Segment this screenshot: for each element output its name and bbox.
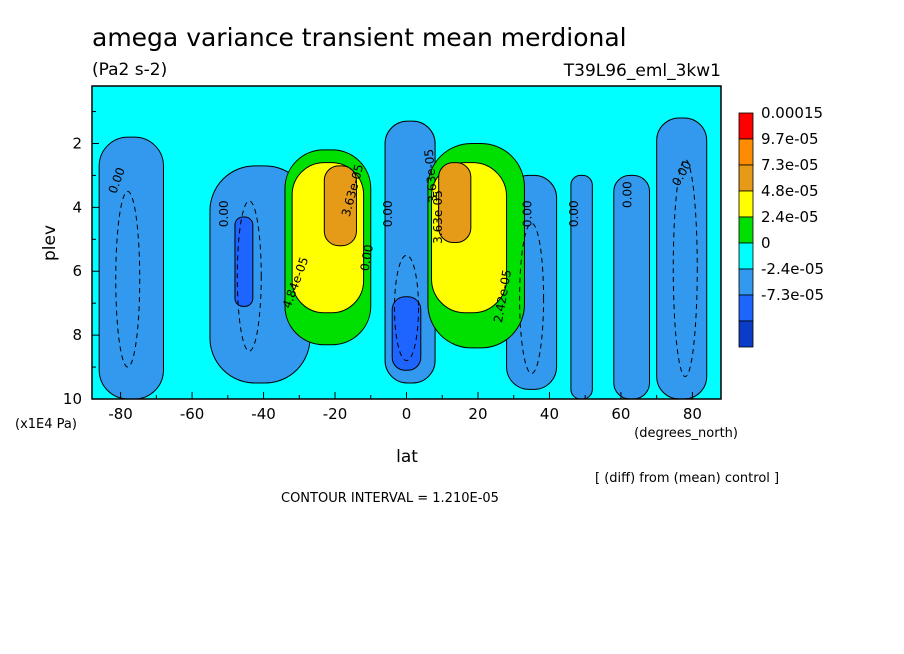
contour-label: 0.00 [381, 200, 395, 227]
contour-region [234, 216, 254, 307]
y-tick-label: 8 [72, 326, 82, 344]
run-id-label: T39L96_eml_3kw1 [563, 61, 721, 81]
legend-label: 7.3e-05 [761, 156, 819, 174]
legend-swatch [738, 112, 754, 140]
legend-swatch [738, 268, 754, 296]
contour-label: 3.63e-05 [431, 190, 445, 244]
dashed-contour-line [394, 254, 419, 362]
legend-label: -7.3e-05 [761, 286, 824, 304]
legend-label: 0.00015 [761, 104, 823, 122]
y-tick-label: 10 [63, 390, 82, 408]
x-tick-label: 20 [468, 405, 487, 423]
x-axis-label: lat [396, 447, 418, 467]
legend-swatch [738, 138, 754, 166]
contour-label: 0.00 [567, 200, 581, 227]
x-tick-label: -80 [108, 405, 133, 423]
contour-region [391, 296, 422, 371]
legend-label: 9.7e-05 [761, 130, 819, 148]
chart-title: amega variance transient mean merdional [92, 23, 627, 52]
legend-swatch [738, 216, 754, 244]
legend-swatch [738, 242, 754, 270]
legend-label: -2.4e-05 [761, 260, 824, 278]
legend-swatch [738, 320, 754, 348]
contour-label: 0.00 [217, 200, 231, 227]
y-tick-label: 2 [72, 134, 82, 152]
plot-area [92, 86, 721, 400]
y-axis: 2 4 6 8 10 [63, 111, 99, 408]
x-tick-label: 60 [611, 405, 630, 423]
contour-region [98, 136, 164, 400]
y-axis-label: plev [40, 225, 60, 261]
x-tick-label: -20 [323, 405, 348, 423]
x-axis-unit: (degrees_north) [634, 426, 738, 441]
y-tick-label: 6 [72, 262, 82, 280]
legend-label: 4.8e-05 [761, 182, 819, 200]
x-axis: -80 -60 -40 -20 0 20 40 60 80 [108, 392, 702, 423]
x-tick-label: 0 [402, 405, 412, 423]
y-axis-unit: (x1E4 Pa) [15, 417, 77, 432]
dashed-contour-line [115, 190, 141, 368]
diff-note: [ (diff) from (mean) control ] [595, 471, 779, 486]
dashed-contour-line [236, 200, 262, 352]
contour-label: 0.00 [358, 243, 376, 272]
dashed-contour-line [672, 158, 698, 378]
legend-swatch [738, 164, 754, 192]
legend-swatch [738, 190, 754, 218]
x-tick-label: 40 [540, 405, 559, 423]
chart-units: (Pa2 s-2) [92, 60, 167, 80]
contour-interval-label: CONTOUR INTERVAL = 1.210E-05 [281, 491, 499, 506]
contour-region [613, 174, 651, 400]
legend-swatch [738, 294, 754, 322]
color-legend: 0.00015 9.7e-05 7.3e-05 4.8e-05 2.4e-05 0 -2.4… [738, 104, 824, 348]
x-tick-label: 80 [683, 405, 702, 423]
x-tick-label: -40 [251, 405, 276, 423]
x-tick-label: -60 [180, 405, 205, 423]
legend-label: 2.4e-05 [761, 208, 819, 226]
contour-label: 3.63e-05 [422, 148, 441, 203]
contour-label: 0.00 [521, 200, 535, 227]
contour-region [323, 165, 357, 247]
contour-region [438, 162, 472, 243]
dashed-contour-line [519, 222, 545, 374]
y-tick-label: 4 [72, 198, 82, 216]
contour-label: 0.00 [621, 181, 635, 208]
legend-label: 0 [761, 234, 771, 252]
